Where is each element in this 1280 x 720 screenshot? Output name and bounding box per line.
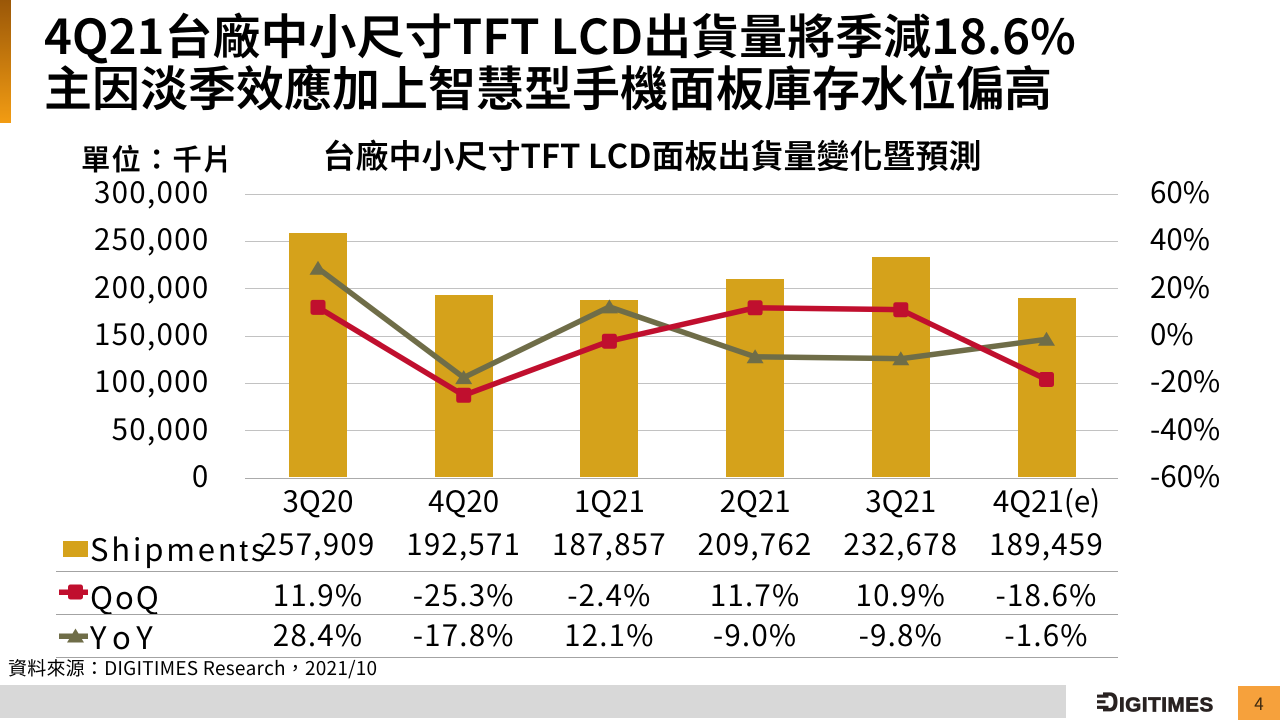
svg-text:IGITIMES: IGITIMES — [1119, 693, 1214, 714]
